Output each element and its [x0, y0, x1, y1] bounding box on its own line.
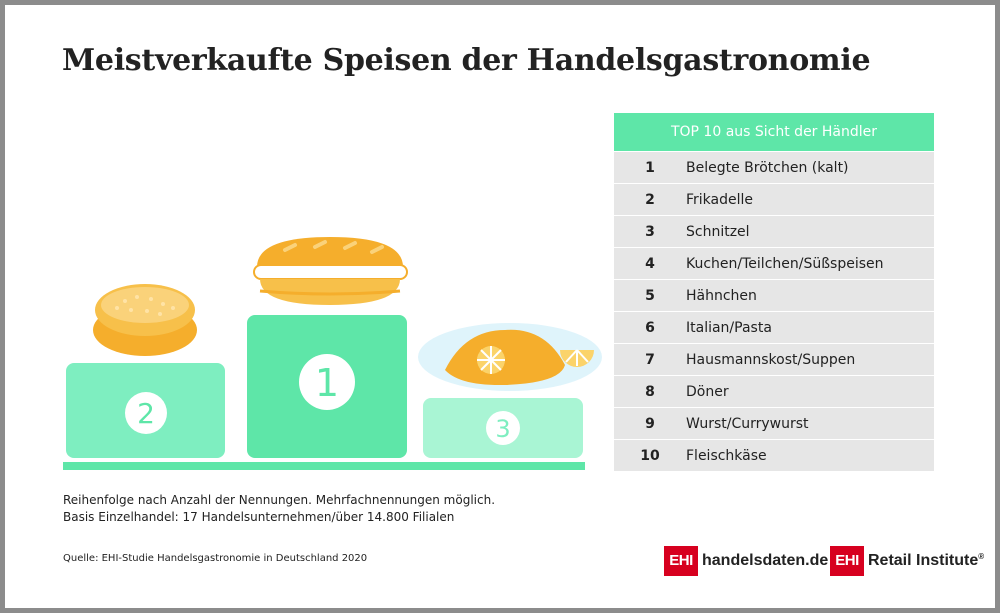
retail-institute-label: Retail Institute: [868, 552, 979, 569]
item-cell: Kuchen/Teilchen/Süßspeisen: [686, 255, 884, 272]
table-row: 6 Italian/Pasta: [614, 311, 934, 343]
note-line: Basis Einzelhandel: 17 Handelsunternehme…: [63, 510, 455, 524]
sandwich-icon: [253, 237, 408, 305]
rank-cell: 5: [645, 287, 655, 304]
item-cell: Wurst/Currywurst: [686, 415, 809, 432]
item-cell: Hähnchen: [686, 287, 757, 304]
schnitzel-icon: [418, 323, 602, 391]
table-row: 7 Hausmannskost/Suppen: [614, 343, 934, 375]
table-row: 4 Kuchen/Teilchen/Süßspeisen: [614, 247, 934, 279]
note-line: Reihenfolge nach Anzahl der Nennungen. M…: [63, 493, 496, 507]
table-row: 10 Fleischkäse: [614, 439, 934, 471]
rank-cell: 2: [645, 191, 655, 208]
registered-mark: ®: [978, 552, 985, 561]
page-title: Meistverkaufte Speisen der Handelsgastro…: [62, 43, 871, 78]
lemon-slice-icon: [477, 346, 505, 374]
podium-third-number: 3: [495, 415, 510, 443]
item-cell: Italian/Pasta: [686, 319, 772, 336]
rank-cell: 1: [645, 159, 655, 176]
item-cell: Döner: [686, 383, 729, 400]
ehi-logo-box: EHI: [664, 546, 698, 576]
podium-first-number: 1: [315, 361, 339, 405]
ehi-logo-box: EHI: [830, 546, 864, 576]
table-row: 8 Döner: [614, 375, 934, 407]
handelsdaten-logo[interactable]: EHI handelsdaten.de: [664, 546, 828, 576]
retail-institute-text: Retail Institute®: [868, 552, 984, 570]
pastry-icon: [93, 284, 197, 356]
retail-institute-logo[interactable]: EHI Retail Institute®: [830, 546, 984, 576]
rank-cell: 7: [645, 351, 655, 368]
item-cell: Belegte Brötchen (kalt): [686, 159, 849, 176]
podium-base: [63, 462, 585, 470]
rank-cell: 6: [645, 319, 655, 336]
rank-cell: 8: [645, 383, 655, 400]
top10-table: TOP 10 aus Sicht der Händler 1 Belegte Br…: [614, 113, 934, 471]
table-row: 1 Belegte Brötchen (kalt): [614, 151, 934, 183]
podium-illustration: 2 1: [63, 237, 602, 470]
rank-cell: 10: [640, 447, 660, 464]
item-cell: Frikadelle: [686, 191, 754, 208]
rank-cell: 3: [645, 223, 655, 240]
podium-second-number: 2: [137, 397, 155, 430]
lemon-slice-icon: [560, 349, 594, 367]
rank-cell: 4: [645, 255, 655, 272]
source-note: Quelle: EHI-Studie Handelsgastronomie in…: [63, 553, 368, 564]
item-cell: Fleischkäse: [686, 447, 767, 464]
item-cell: Schnitzel: [686, 223, 750, 240]
methodology-note: Reihenfolge nach Anzahl der Nennungen. M…: [63, 492, 495, 526]
table-row: 3 Schnitzel: [614, 215, 934, 247]
table-row: 9 Wurst/Currywurst: [614, 407, 934, 439]
table-header: TOP 10 aus Sicht der Händler: [614, 113, 934, 151]
table-row: 2 Frikadelle: [614, 183, 934, 215]
handelsdaten-label: handelsdaten.de: [702, 552, 829, 569]
rank-cell: 9: [645, 415, 655, 432]
item-cell: Hausmannskost/Suppen: [686, 351, 856, 368]
table-row: 5 Hähnchen: [614, 279, 934, 311]
